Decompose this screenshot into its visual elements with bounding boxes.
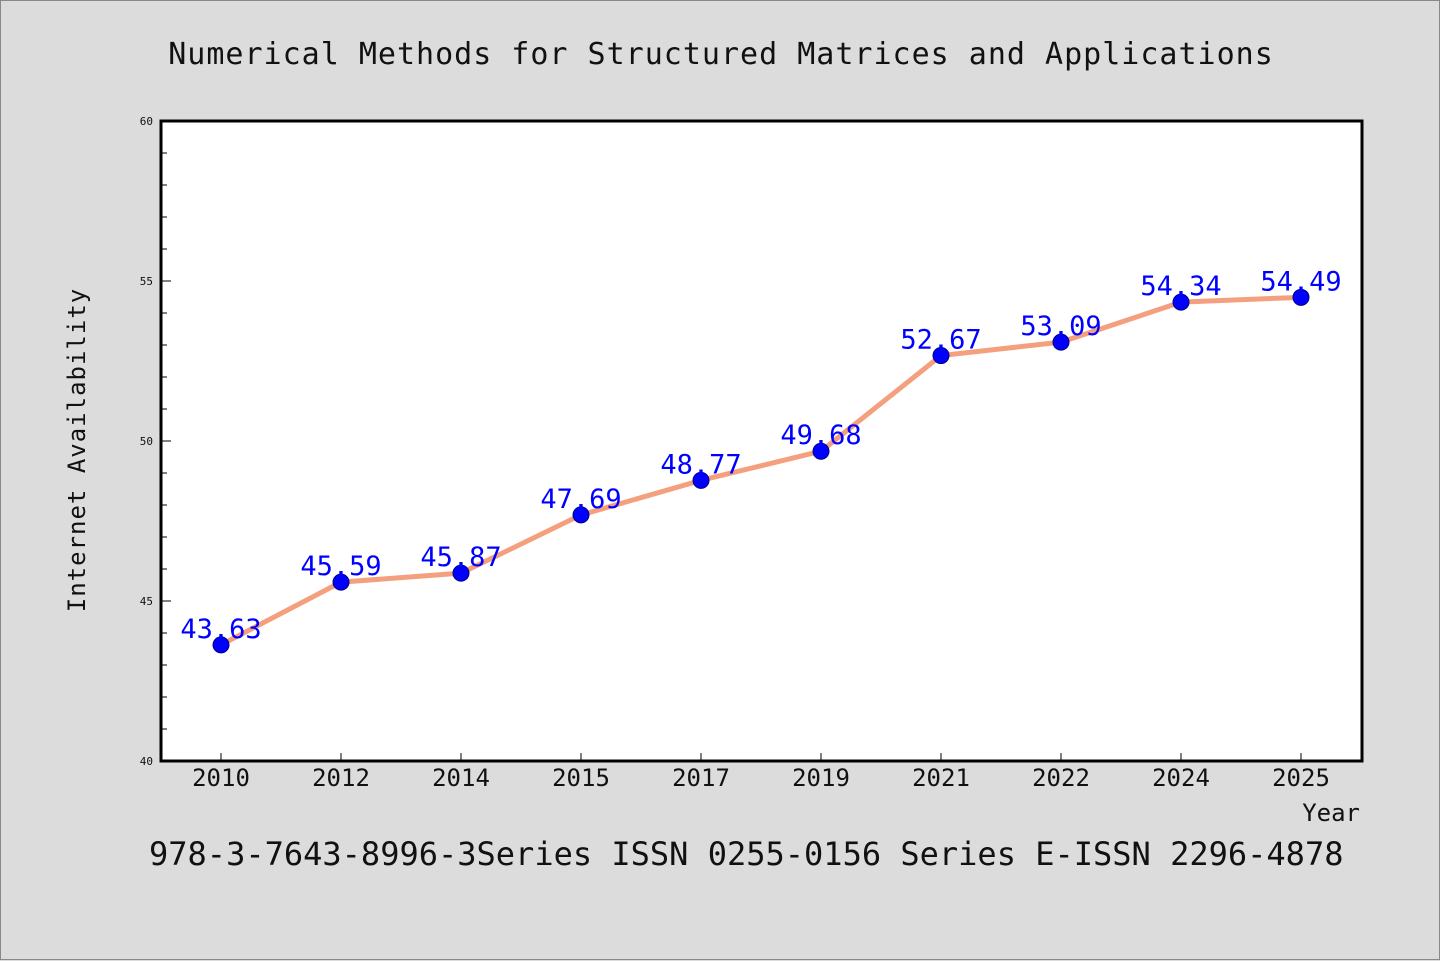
plot-border <box>159 119 1364 763</box>
data-point-marker <box>692 471 710 489</box>
data-point-marker <box>932 347 950 365</box>
x-tick-label: 2024 <box>1152 764 1210 792</box>
series-line <box>218 294 1304 648</box>
x-axis-label: Year <box>1302 799 1360 827</box>
data-label: 45.87 <box>420 542 501 573</box>
data-point-marker <box>1292 288 1310 306</box>
data-point-marker <box>332 573 350 591</box>
data-label: 43.63 <box>180 614 261 645</box>
data-label: 54.34 <box>1140 271 1221 302</box>
data-point-marker <box>452 564 470 582</box>
chart-title: Numerical Methods for Structured Matrice… <box>168 37 1274 72</box>
x-tick-label: 2012 <box>312 764 370 792</box>
y-tick-label: 55 <box>140 275 153 288</box>
data-label: 45.59 <box>300 551 381 582</box>
data-label-layer: 43.63 45.59 45.87 47.69 48.77 49.68 52.67 53.09… <box>180 266 1341 645</box>
y-tick-label: 40 <box>140 755 153 768</box>
x-tick-label: 2017 <box>672 764 730 792</box>
y-tick-label: 50 <box>140 435 153 448</box>
x-tick-label: 2014 <box>432 764 490 792</box>
data-point-marker <box>812 442 830 460</box>
data-label: 53.09 <box>1020 311 1101 342</box>
x-tick-label: 2021 <box>912 764 970 792</box>
data-point-marker <box>1052 333 1070 351</box>
series-layer <box>212 288 1310 654</box>
x-tick-label: 2010 <box>192 764 250 792</box>
data-point-marker <box>572 506 590 524</box>
x-tick-label: 2022 <box>1032 764 1090 792</box>
y-tick-label: 45 <box>140 595 153 608</box>
data-label: 47.69 <box>540 484 621 515</box>
data-label: 49.68 <box>780 420 861 451</box>
data-label: 54.49 <box>1260 266 1341 297</box>
data-point-marker <box>1172 293 1190 311</box>
x-tick-label: 2025 <box>1272 764 1330 792</box>
x-tick-label: 2019 <box>792 764 850 792</box>
y-axis-label: Internet Availability <box>63 288 91 612</box>
data-point-marker <box>212 636 230 654</box>
y-axis-ticks: 40 45 50 55 60 <box>140 115 171 768</box>
footer-isbn-issn: 978-3-7643-8996-3Series ISSN 0255-0156 S… <box>149 835 1343 873</box>
y-tick-label: 60 <box>140 115 153 128</box>
data-label: 52.67 <box>900 325 981 356</box>
x-axis-ticks: 2010 2012 2014 2015 2017 2019 2021 2022 2024 2025 <box>192 753 1330 792</box>
data-label: 48.77 <box>660 449 741 480</box>
x-tick-label: 2015 <box>552 764 610 792</box>
plot-area <box>161 121 1362 761</box>
